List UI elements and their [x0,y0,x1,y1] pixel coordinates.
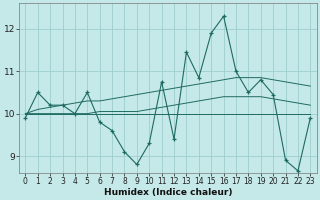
X-axis label: Humidex (Indice chaleur): Humidex (Indice chaleur) [104,188,232,197]
